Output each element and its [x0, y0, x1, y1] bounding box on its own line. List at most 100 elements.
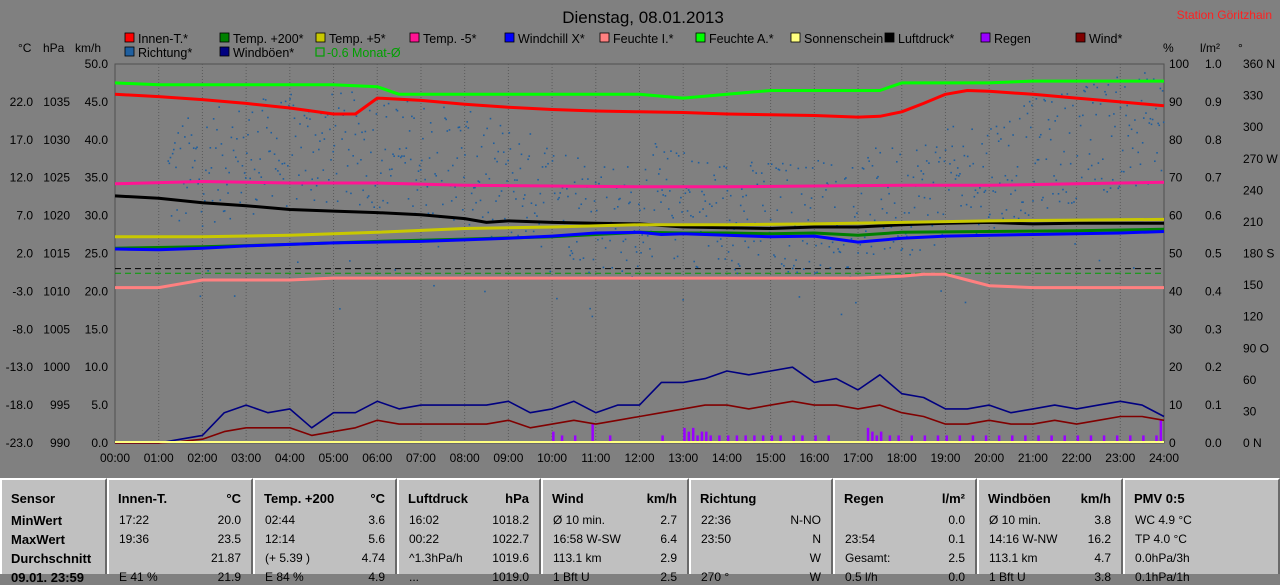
direction-point [828, 246, 831, 248]
stats-table: Sensor MinWert MaxWert Durchschnitt 09.0… [0, 478, 1280, 585]
direction-point [589, 307, 591, 310]
direction-point [843, 178, 846, 180]
direction-point [515, 198, 517, 200]
direction-point [564, 154, 567, 157]
direction-point [562, 219, 565, 222]
direction-point [985, 152, 988, 155]
direction-point [242, 136, 245, 139]
direction-point [207, 270, 209, 272]
direction-point [790, 211, 793, 214]
direction-point [1103, 189, 1105, 191]
direction-point [625, 259, 628, 262]
direction-point [1130, 128, 1133, 131]
direction-point [191, 166, 194, 169]
direction-point [188, 142, 191, 145]
direction-point [496, 160, 498, 163]
direction-point [1080, 176, 1083, 179]
rain-bar [573, 435, 577, 443]
direction-point [972, 162, 975, 165]
direction-point [652, 154, 655, 156]
direction-point [1065, 191, 1068, 193]
direction-point [289, 98, 291, 100]
direction-point [1017, 217, 1020, 220]
direction-point [436, 151, 439, 154]
tick-label-hpa: 1000 [43, 360, 70, 374]
rain-bar [1050, 435, 1053, 443]
column-title: Innen-T. [118, 491, 168, 506]
direction-point [269, 150, 271, 152]
direction-point [558, 196, 560, 199]
direction-point [742, 195, 744, 198]
direction-point [1066, 93, 1069, 95]
direction-point [983, 191, 986, 193]
direction-point [943, 160, 946, 163]
direction-point [1074, 243, 1076, 245]
direction-point [380, 172, 382, 175]
direction-point [536, 215, 538, 217]
direction-point [598, 182, 600, 185]
series-line [114, 180, 1165, 189]
direction-point [287, 165, 289, 167]
direction-point [199, 295, 202, 298]
direction-point [505, 163, 507, 166]
direction-point [815, 244, 817, 247]
direction-point [1145, 112, 1147, 114]
direction-point [1058, 200, 1061, 203]
direction-point [924, 144, 927, 147]
direction-point [527, 158, 529, 161]
tick-label-hpa: 1020 [43, 209, 70, 223]
stat-label: 19:36 [119, 532, 150, 546]
direction-point [365, 175, 368, 177]
direction-point [383, 104, 385, 107]
tick-label-temp: -3.0 [12, 284, 33, 298]
direction-point [526, 216, 528, 219]
direction-point [336, 200, 339, 203]
direction-point [540, 245, 543, 248]
direction-point [237, 160, 239, 163]
direction-point [999, 182, 1001, 185]
column-title: Richtung [700, 491, 757, 506]
direction-point [203, 200, 206, 202]
direction-point [401, 155, 403, 157]
row-label-min: MinWert [11, 513, 63, 528]
chart-marks [114, 72, 1165, 444]
direction-point [682, 299, 684, 301]
rain-bar [1115, 435, 1119, 443]
direction-point [257, 130, 259, 133]
direction-point [1032, 200, 1034, 202]
direction-point [541, 166, 544, 168]
direction-point [1048, 128, 1051, 130]
direction-point [778, 169, 781, 171]
direction-point [779, 196, 782, 198]
direction-point [447, 169, 450, 172]
legend-swatch [315, 47, 325, 57]
direction-point [584, 198, 587, 200]
direction-point [1098, 259, 1101, 262]
direction-point [639, 209, 641, 212]
direction-point [453, 219, 455, 221]
direction-point [643, 207, 646, 210]
direction-point [653, 209, 656, 211]
rain-bar [779, 435, 782, 443]
direction-point [345, 190, 348, 193]
direction-point [381, 159, 383, 162]
tick-label-degree: 0 N [1243, 436, 1262, 450]
direction-point [1110, 135, 1113, 137]
direction-point [574, 192, 577, 195]
rain-bar [945, 435, 948, 443]
legend-label: Windböen* [233, 46, 294, 60]
stat-value: 1019.0 [492, 570, 529, 584]
direction-point [959, 172, 961, 175]
direction-point [354, 133, 357, 136]
legend-label: Temp. -5* [423, 32, 477, 46]
tick-label-time: 17:00 [843, 451, 873, 465]
tick-label-hpa: 995 [50, 398, 70, 412]
rain-bar [1089, 435, 1093, 443]
direction-point [659, 168, 661, 170]
direction-point [1057, 193, 1060, 195]
direction-point [1021, 201, 1023, 204]
direction-point [189, 178, 192, 181]
direction-point [483, 134, 485, 137]
direction-point [1082, 114, 1084, 117]
direction-point [899, 153, 901, 156]
